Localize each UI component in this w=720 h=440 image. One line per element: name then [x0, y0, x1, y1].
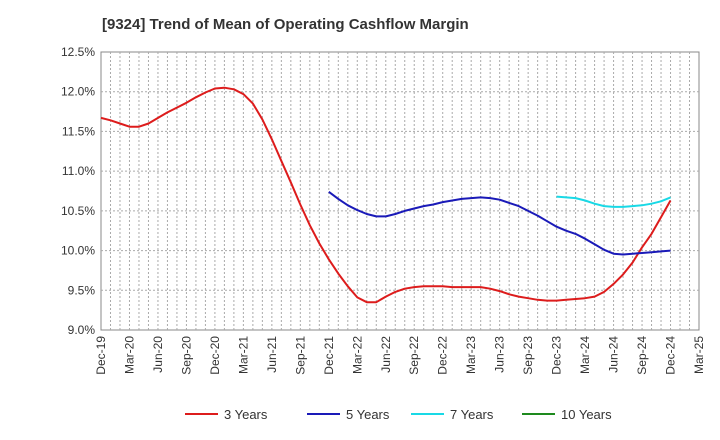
x-tick-label: Dec-24 [664, 336, 678, 375]
plot-area [100, 51, 700, 331]
x-tick-label: Jun-21 [265, 336, 279, 373]
series-line-0 [100, 86, 672, 304]
legend-label-3: 10 Years [561, 407, 612, 422]
y-tick-label: 12.5% [61, 45, 95, 59]
x-tick-label: Sep-23 [521, 336, 535, 375]
x-tick-label: Jun-23 [493, 336, 507, 373]
x-tick-label: Dec-19 [94, 336, 108, 375]
y-tick-label: 9.0% [68, 323, 96, 337]
y-tick-label: 11.5% [62, 124, 95, 138]
x-tick-label: Sep-22 [407, 336, 421, 375]
y-tick-label: 12.0% [61, 85, 95, 99]
x-tick-label: Mar-20 [122, 336, 136, 374]
y-tick-label: 10.5% [61, 204, 95, 218]
legend-label-0: 3 Years [224, 407, 268, 422]
x-tick-label: Dec-23 [550, 336, 564, 375]
x-tick-label: Sep-21 [293, 336, 307, 375]
series-line-1 [328, 190, 671, 256]
x-tick-label: Mar-25 [692, 336, 706, 374]
x-tick-label: Sep-24 [635, 336, 649, 375]
x-tick-label: Jun-20 [151, 336, 165, 373]
legend-label-1: 5 Years [346, 407, 390, 422]
x-tick-label: Mar-21 [236, 336, 250, 374]
series-line-2 [556, 195, 671, 208]
x-tick-label: Sep-20 [179, 336, 193, 375]
legend-label-2: 7 Years [450, 407, 494, 422]
x-tick-label: Dec-22 [436, 336, 450, 375]
y-tick-label: 11.0% [62, 164, 95, 178]
x-tick-label: Mar-23 [464, 336, 478, 374]
x-tick-label: Mar-24 [578, 336, 592, 374]
x-tick-label: Dec-21 [322, 336, 336, 375]
y-tick-label: 10.0% [61, 244, 95, 258]
x-tick-label: Dec-20 [208, 336, 222, 375]
y-axis: 9.0% 9.5% 10.0% 10.5% 11.0% 11.5% 12.0% 12.5% [61, 45, 95, 337]
series-lines [100, 86, 672, 304]
legend: 3 Years 5 Years 7 Years 10 Years [185, 407, 612, 422]
x-tick-label: Jun-22 [379, 336, 393, 373]
x-tick-label: Mar-22 [350, 336, 364, 374]
x-axis: Dec-19 Mar-20 Jun-20 Sep-20 Dec-20 Mar-21 Jun-… [94, 336, 706, 375]
x-tick-label: Jun-24 [607, 336, 621, 373]
y-tick-label: 9.5% [68, 283, 96, 297]
chart-title: [9324] Trend of Mean of Operating Cashfl… [102, 16, 469, 33]
